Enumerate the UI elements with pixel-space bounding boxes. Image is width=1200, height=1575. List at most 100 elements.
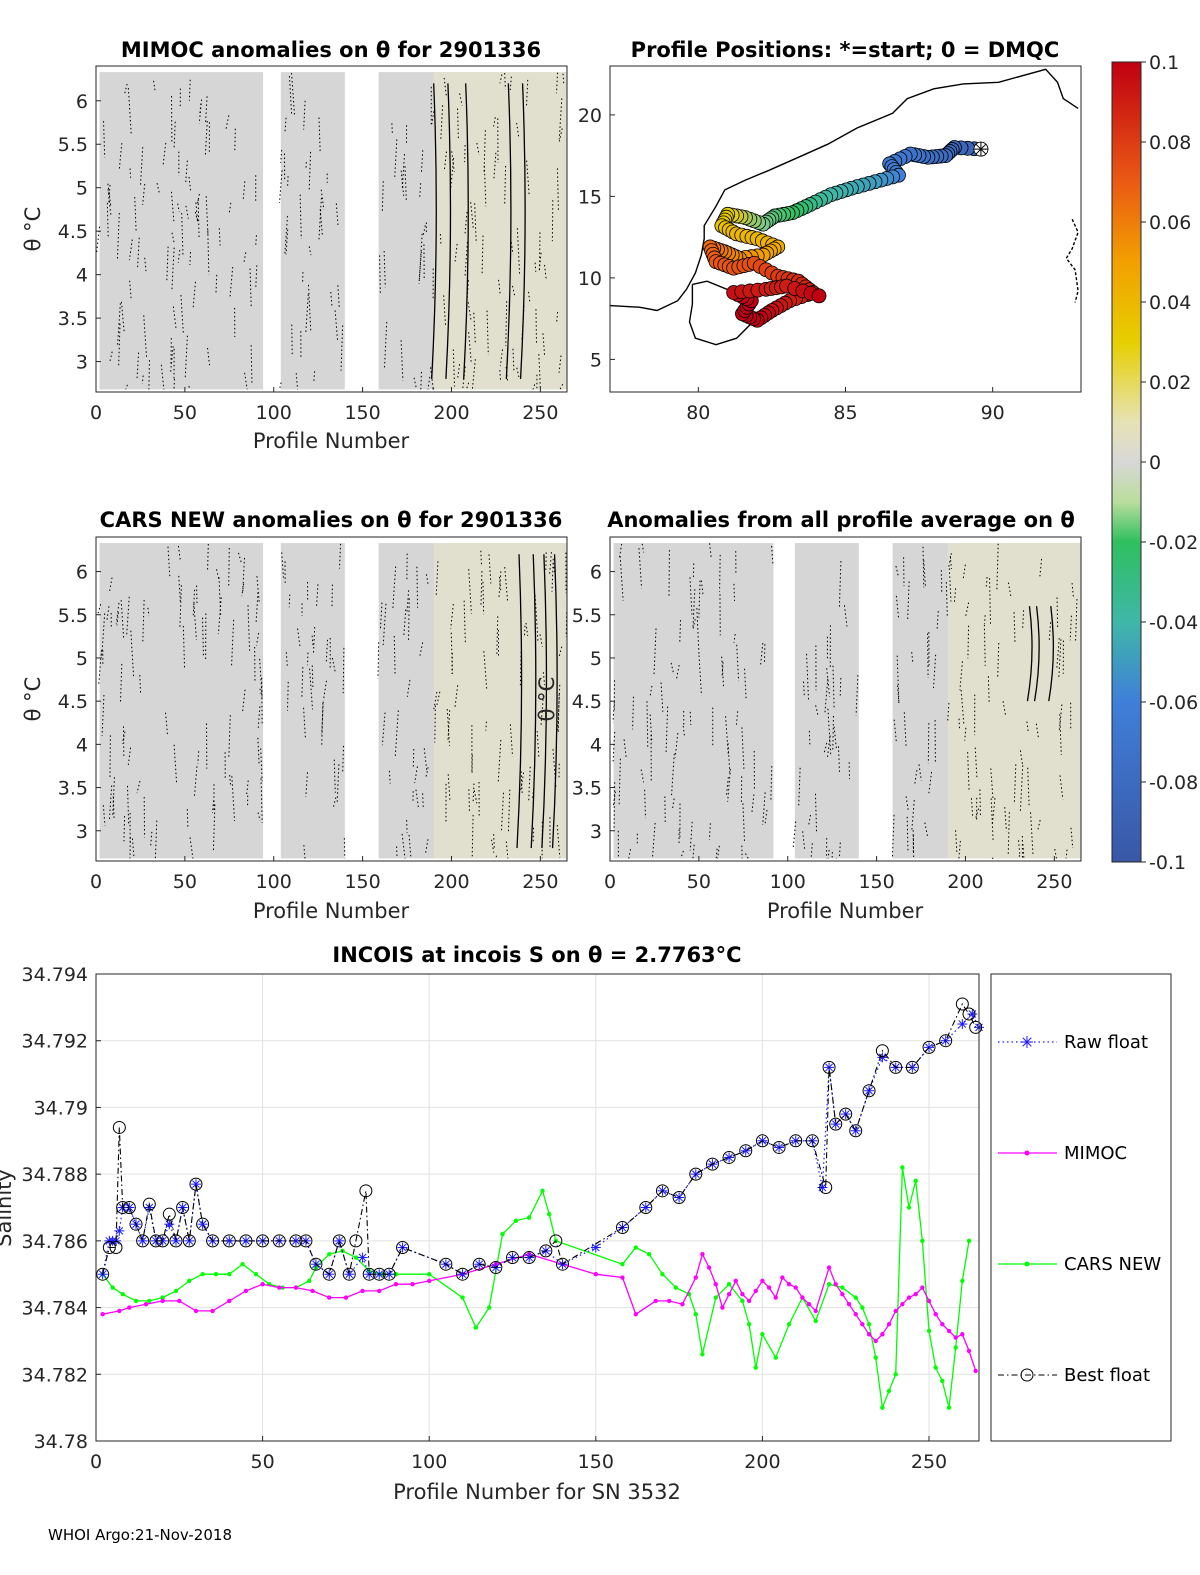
colorbar-tick-label: -0.02 bbox=[1149, 532, 1198, 554]
colorbar-ticks: 0.1 0.08 0.06 0.04 0.02 0 -0.02 -0.04 -0.06 -0.08… bbox=[1141, 52, 1198, 874]
negative-contour bbox=[309, 668, 314, 710]
salinity-series bbox=[96, 997, 984, 1411]
negative-contour bbox=[148, 360, 150, 390]
positions-x-tick-label: 90 bbox=[981, 402, 1005, 424]
negative-contour bbox=[318, 197, 322, 240]
negative-contour bbox=[839, 677, 842, 698]
negative-contour bbox=[379, 255, 381, 295]
legend-box bbox=[990, 973, 1172, 1442]
negative-contour bbox=[96, 226, 101, 254]
negative-contour bbox=[814, 793, 818, 834]
positive-contour bbox=[519, 83, 526, 379]
cars-contours bbox=[97, 543, 568, 859]
negative-contour bbox=[173, 378, 176, 390]
negative-contour bbox=[457, 364, 461, 379]
negative-contour bbox=[792, 821, 797, 850]
cars-y-ticks: 3 3.5 4 4.5 5 5.5 6 bbox=[58, 562, 101, 843]
data-point bbox=[913, 1178, 918, 1184]
data-point bbox=[926, 1298, 932, 1304]
negative-contour bbox=[382, 603, 387, 646]
negative-contour bbox=[1056, 638, 1060, 670]
negative-contour bbox=[127, 747, 132, 767]
data-point bbox=[110, 1285, 115, 1290]
profile-position-marker bbox=[811, 288, 827, 304]
raw-star-stroke bbox=[525, 1253, 534, 1262]
raw-star-stroke bbox=[691, 1170, 700, 1179]
mimoc-x-tick-label: 100 bbox=[256, 402, 292, 424]
legend-marker bbox=[1020, 1368, 1034, 1382]
negative-contour bbox=[129, 168, 132, 178]
data-point bbox=[327, 1252, 332, 1257]
negative-contour bbox=[725, 777, 729, 796]
negative-contour bbox=[534, 262, 537, 272]
negative-contour bbox=[556, 824, 561, 858]
best-data-point bbox=[196, 1217, 210, 1231]
negative-contour bbox=[507, 789, 511, 833]
data-point bbox=[200, 1272, 205, 1277]
data-point bbox=[940, 1322, 945, 1327]
negative-contour bbox=[660, 682, 664, 712]
negative-contour bbox=[1069, 615, 1072, 641]
negative-contour bbox=[418, 251, 422, 285]
negative-contour bbox=[108, 184, 111, 203]
negative-contour bbox=[450, 632, 453, 674]
best-data-point bbox=[539, 1244, 553, 1258]
raw-data-point bbox=[184, 1235, 195, 1246]
negative-contour bbox=[558, 646, 563, 657]
negative-contour bbox=[129, 280, 132, 299]
negative-contour bbox=[319, 208, 323, 236]
negative-contour bbox=[468, 569, 472, 614]
data-point bbox=[513, 1218, 519, 1224]
negative-contour bbox=[303, 100, 306, 130]
raw-star-stroke bbox=[98, 1270, 107, 1279]
raw-data-point bbox=[164, 1219, 175, 1230]
negative-contour bbox=[231, 776, 236, 822]
legend-items: Raw float MIMOC CARS NEW Best float bbox=[998, 1032, 1161, 1386]
negative-contour bbox=[473, 312, 476, 345]
negative-contour bbox=[708, 823, 711, 840]
negative-contour bbox=[827, 849, 830, 859]
best-data-point bbox=[969, 1020, 983, 1034]
best-data-point bbox=[156, 1234, 170, 1248]
negative-contour bbox=[519, 651, 522, 686]
negative-contour bbox=[107, 189, 112, 216]
negative-contour bbox=[297, 628, 301, 648]
negative-contour bbox=[394, 139, 398, 180]
colorbar: 0.1 0.08 0.06 0.04 0.02 0 -0.02 -0.04 -0.06 -0.08… bbox=[1111, 52, 1198, 874]
negative-contour bbox=[558, 355, 562, 373]
negative-contour bbox=[342, 745, 344, 773]
negative-contour bbox=[959, 661, 963, 691]
negative-contour bbox=[464, 241, 468, 278]
data-point bbox=[293, 1285, 299, 1290]
negative-contour bbox=[215, 274, 218, 294]
negative-contour bbox=[823, 742, 828, 753]
positive-contour bbox=[516, 554, 523, 849]
negative-contour bbox=[551, 558, 554, 592]
data-point bbox=[946, 1328, 952, 1334]
best-data-point bbox=[772, 1140, 786, 1154]
negative-contour bbox=[483, 130, 486, 172]
negative-contour bbox=[160, 364, 165, 390]
negative-contour bbox=[142, 183, 146, 205]
data-point bbox=[160, 1295, 165, 1300]
negative-contour bbox=[334, 310, 339, 342]
mimoc-x-tick-label: 0 bbox=[90, 402, 102, 424]
avg-axes-box bbox=[609, 536, 1082, 862]
negative-contour bbox=[257, 812, 261, 821]
legend-label: MIMOC bbox=[1064, 1143, 1127, 1164]
best-data-point bbox=[862, 1084, 876, 1098]
negative-contour bbox=[204, 120, 208, 157]
negative-contour bbox=[408, 598, 410, 642]
negative-contour bbox=[97, 604, 102, 614]
raw-data-point bbox=[957, 1019, 968, 1030]
cars-panel-title: CARS NEW anomalies on θ for 2901336 bbox=[100, 508, 563, 532]
negative-contour bbox=[118, 323, 121, 368]
avg-x-label: Profile Number bbox=[767, 899, 924, 923]
positions-y-tick-label: 15 bbox=[578, 186, 602, 208]
colorbar-tick-label: 0.04 bbox=[1149, 292, 1191, 314]
negative-contour bbox=[855, 675, 859, 716]
best-data-point bbox=[102, 1241, 116, 1255]
data-point bbox=[546, 1211, 552, 1217]
data-point bbox=[177, 1298, 182, 1304]
best-data-point bbox=[109, 1241, 123, 1255]
